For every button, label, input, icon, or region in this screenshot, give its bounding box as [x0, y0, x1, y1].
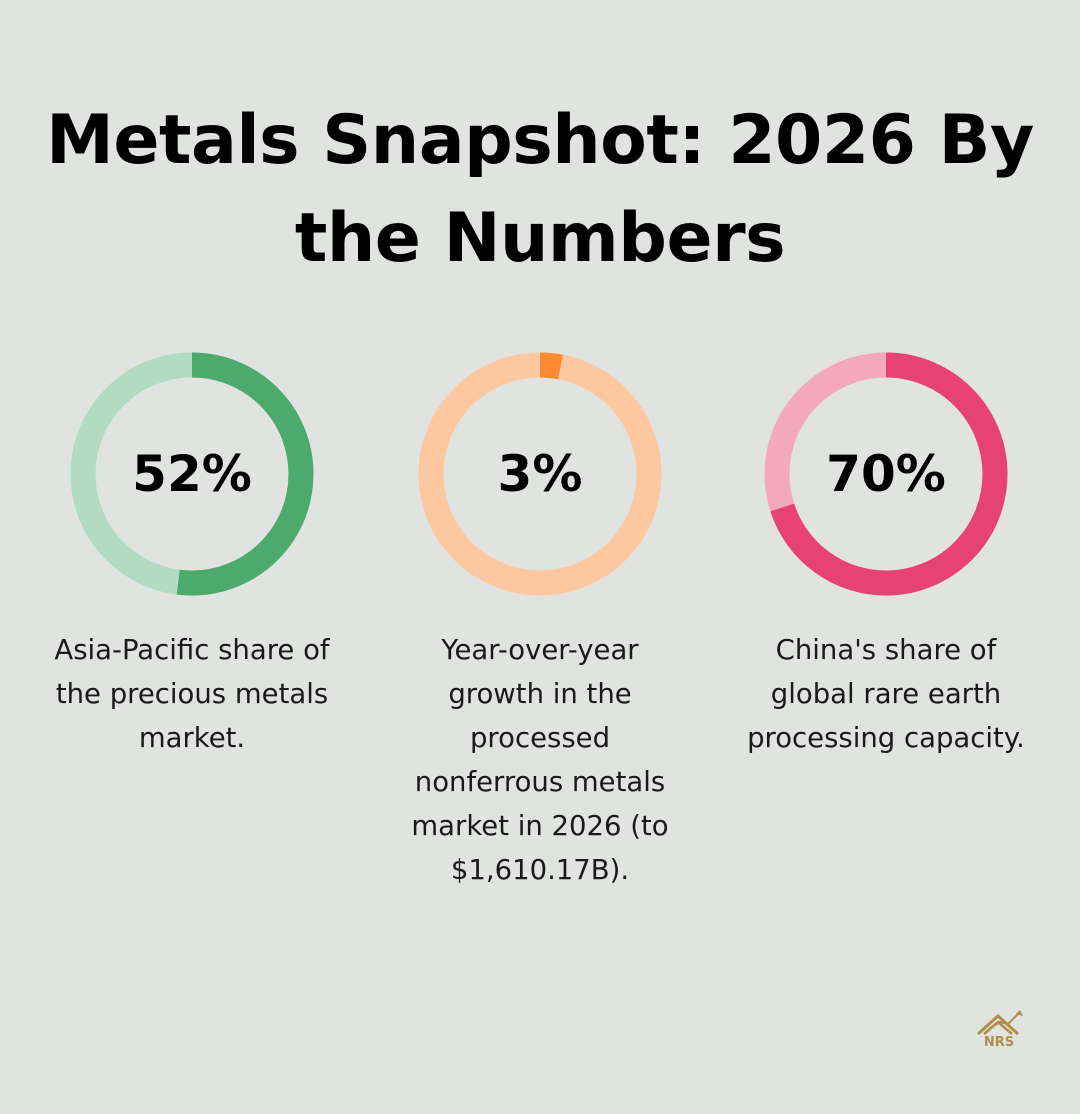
donut-value-label: 52%: [132, 445, 252, 503]
donut-chart-asia-pacific: [70, 352, 314, 596]
stat-card-asia-pacific: 52% Asia-Pacific share of the precious m…: [32, 352, 352, 760]
donut-value-label: 70%: [826, 445, 946, 503]
stat-card-china-rare-earth: 70% China's share of global rare earth p…: [726, 352, 1046, 760]
page-title: Metals Snapshot: 2026 By the Numbers: [46, 101, 1034, 278]
stat-card-nonferrous-growth: 3% Year-over-year growth in the processe…: [380, 352, 700, 892]
donut-value-label: 3%: [497, 445, 583, 503]
donut-value-arc: [764, 352, 1008, 596]
donut-chart-china-rare-earth: [764, 352, 1008, 596]
stat-description: China's share of global rare earth proce…: [747, 634, 1025, 754]
donut-value-arc: [418, 352, 662, 596]
nrs-logo: NRS: [970, 1008, 1030, 1052]
logo-text: NRS: [983, 1035, 1015, 1050]
donut-chart-nonferrous-growth: [418, 352, 662, 596]
donut-value-arc: [70, 352, 314, 596]
house-chart-logo-icon: [976, 1010, 1023, 1036]
stat-description: Year-over-year growth in the processed n…: [411, 634, 669, 886]
stat-description: Asia-Pacific share of the precious metal…: [54, 634, 330, 754]
